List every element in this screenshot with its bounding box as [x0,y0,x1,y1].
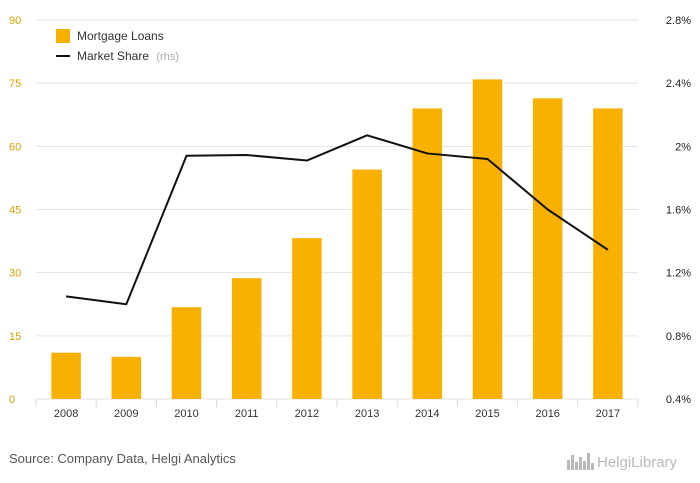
x-tick-label: 2014 [415,408,439,420]
bar-mortgage-loans [292,238,322,399]
y-left-tick-label: 0 [9,394,15,406]
y-left-tick-label: 45 [9,205,21,217]
x-tick-label: 2010 [174,408,198,420]
source-note: Source: Company Data, Helgi Analytics [9,451,236,466]
y-right-tick-label: 1.2% [666,268,691,280]
y-left-tick-label: 90 [9,15,21,27]
x-tick-label: 2008 [54,408,78,420]
legend-label-market-share-suffix: (rhs) [156,51,179,63]
line-market-share [65,134,609,306]
bar-mortgage-loans [51,352,81,399]
axes: 0 15 30 45 60 75 90 0.4% 0.8% 1.2% 1.6% 2% 2.4% 2.8% 2… [9,15,691,420]
x-tick-label: 2016 [535,408,559,420]
y-right-tick-label: 1.6% [666,205,691,217]
bar-mortgage-loans [111,356,142,399]
gridlines [36,19,638,400]
x-tick-label: 2009 [114,408,138,420]
legend-label-market-share-name: Market Share [77,49,149,63]
x-tick-label: 2015 [475,408,499,420]
logo-wordmark: HelgiLibrary [597,454,678,471]
bar-mortgage-loans [532,98,563,400]
x-tick-label: 2017 [596,408,620,420]
bar-mortgage-loans [472,79,503,400]
x-tick-label: 2012 [295,408,319,420]
bar-mortgage-loans [352,169,382,399]
y-right-tick-label: 0.4% [666,394,691,406]
y-right-tick-label: 2.8% [666,15,691,27]
bar-mortgage-loans [231,278,262,399]
y-left-tick-label: 15 [9,331,21,343]
bar-mortgage-loans [412,108,443,399]
y-left-tick-label: 30 [9,268,21,280]
y-left-tick-label: 75 [9,78,21,90]
bar-series-mortgage-loans [51,79,623,400]
y-right-tick-label: 2% [675,141,691,153]
line-series-market-share [65,134,609,306]
city-skyline-icon [567,453,594,470]
footer: Source: Company Data, Helgi Analytics He… [9,451,678,471]
bar-mortgage-loans [171,307,202,399]
legend-label-mortgage-loans: Mortgage Loans [77,29,164,43]
y-left-tick-label: 60 [9,141,21,153]
legend-label-market-share: Market Share (rhs) [77,49,179,63]
legend: Mortgage Loans Market Share (rhs) [56,29,179,63]
y-right-tick-label: 0.8% [666,331,691,343]
legend-swatch-mortgage-loans [56,29,70,43]
y-right-tick-label: 2.4% [666,78,691,90]
bar-mortgage-loans [593,108,623,399]
x-tick-label: 2013 [355,408,379,420]
x-tick-label: 2011 [235,408,259,420]
